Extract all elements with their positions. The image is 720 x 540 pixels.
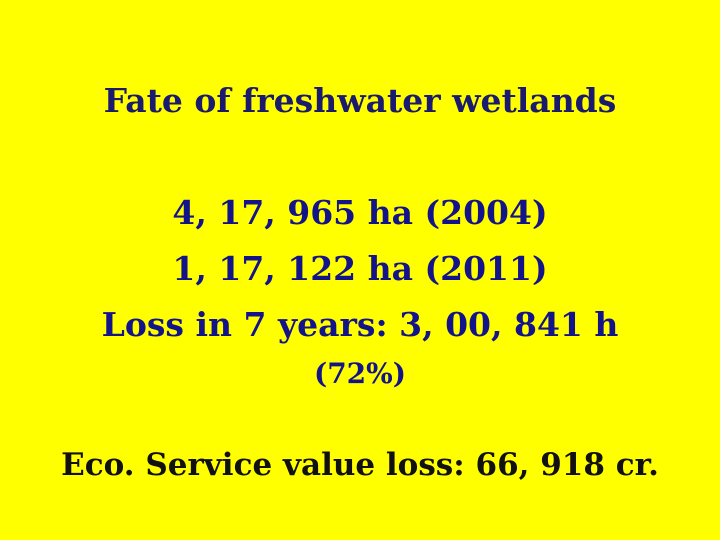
- area-2004-text: 4, 17, 965 ha (2004): [172, 193, 548, 232]
- area-2011-text: 1, 17, 122 ha (2011): [172, 249, 548, 288]
- loss-percent-text: (72%): [313, 357, 407, 390]
- slide-title: Fate of freshwater wetlands: [103, 81, 617, 120]
- loss-line-text: Loss in 7 years: 3, 00, 841 h: [101, 305, 619, 344]
- eco-service-loss-text: Eco. Service value loss: 66, 918 cr.: [61, 447, 659, 483]
